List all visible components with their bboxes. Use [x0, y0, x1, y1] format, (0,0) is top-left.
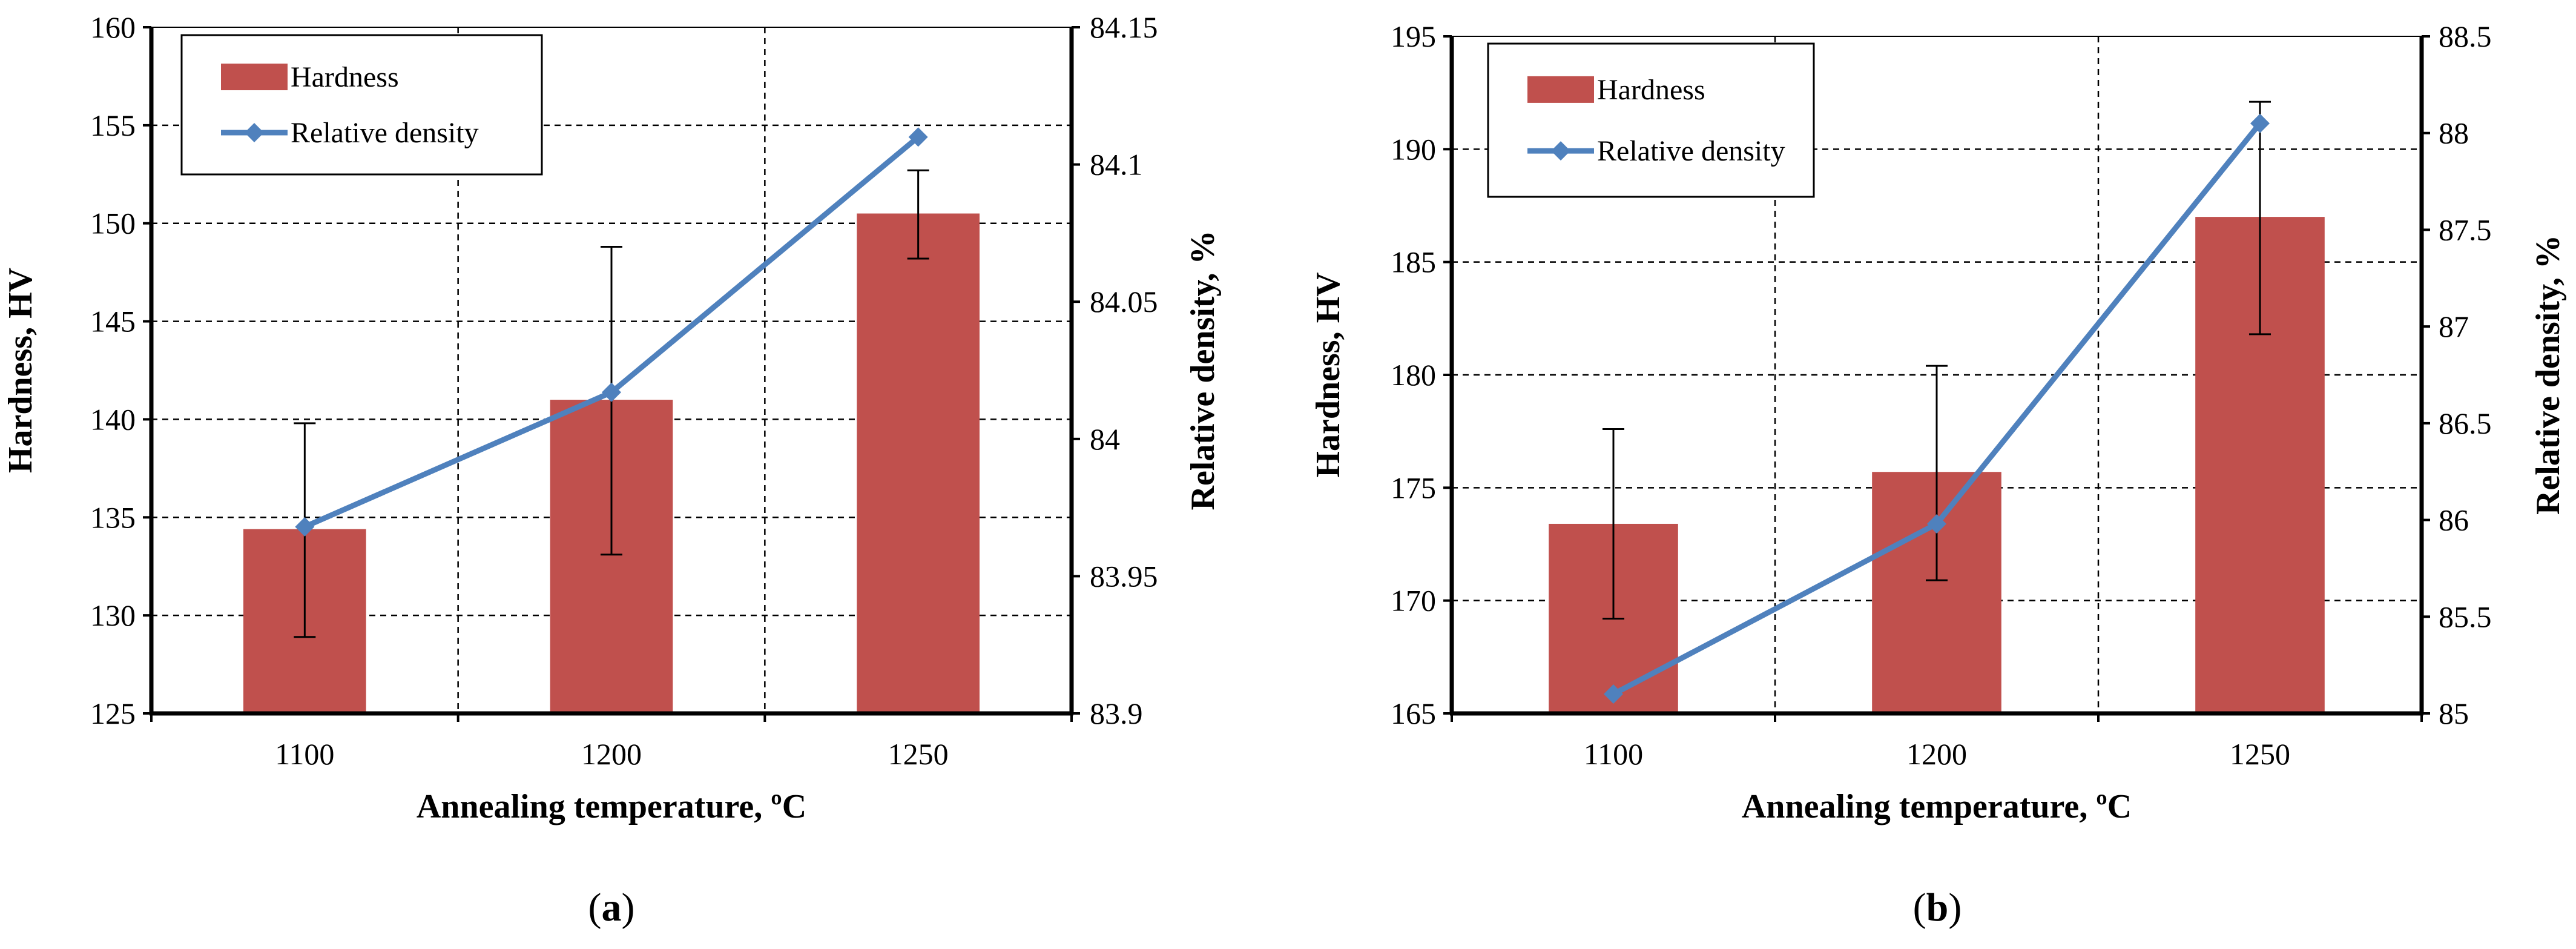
marker-density-1100 — [1604, 684, 1623, 704]
x-tick-label: 1250 — [2230, 737, 2290, 771]
x-tick-label: 1100 — [275, 737, 334, 771]
y2-tick-label: 87.5 — [2439, 213, 2492, 246]
y2-tick-label: 84.05 — [1090, 285, 1158, 319]
legend-swatch-hardness — [1527, 76, 1594, 103]
y2-tick-label: 84 — [1090, 422, 1120, 456]
y-tick-label: 185 — [1391, 245, 1436, 279]
legend-label-density: Relative density — [1597, 135, 1785, 167]
y-tick-label: 145 — [90, 305, 136, 339]
y-tick-label: 160 — [90, 10, 136, 44]
marker-density-1250 — [908, 127, 928, 147]
y-tick-label: 165 — [1391, 696, 1436, 730]
marker-density-1200 — [1927, 514, 1946, 534]
y2-tick-label: 88 — [2439, 116, 2469, 150]
x-axis-title: Annealing temperature, ºC — [417, 788, 806, 825]
y-axis-title: Hardness, HV — [1309, 272, 1347, 477]
y2-tick-label: 84.1 — [1090, 148, 1143, 182]
x-tick-label: 1200 — [581, 737, 642, 771]
y-axis-title: Hardness, HV — [2, 268, 39, 473]
marker-density-1250 — [2250, 113, 2270, 133]
y2-tick-label: 85.5 — [2439, 600, 2492, 633]
y-tick-label: 150 — [90, 207, 136, 240]
y-tick-label: 195 — [1391, 19, 1436, 53]
y-tick-label: 175 — [1391, 471, 1436, 504]
chart-b: 165 170 175 180 185 190 195 85 85.5 86 86.5 87 87.5 8… — [1309, 19, 2567, 930]
legend-swatch-hardness — [221, 64, 288, 90]
y2-tick-label: 87 — [2439, 309, 2469, 343]
legend-label-hardness: Hardness — [1597, 74, 1705, 106]
y-tick-label: 130 — [90, 598, 136, 632]
y2-tick-label: 88.5 — [2439, 19, 2492, 53]
y2-tick-label: 86.5 — [2439, 406, 2492, 440]
y2-tick-label: 83.95 — [1090, 559, 1158, 593]
y2-tick-label: 86 — [2439, 503, 2469, 537]
bar-hardness-1250 — [857, 213, 980, 713]
y-tick-label: 190 — [1391, 132, 1436, 166]
y-tick-label: 125 — [90, 696, 136, 730]
legend-marker-density — [245, 123, 264, 142]
legend-box — [180, 34, 543, 176]
x-tick-label: 1250 — [888, 737, 949, 771]
y2-tick-label: 83.9 — [1090, 696, 1143, 730]
y-tick-label: 135 — [90, 500, 136, 534]
y-tick-label: 140 — [90, 402, 136, 436]
x-tick-label: 1100 — [1584, 737, 1643, 771]
y-tick-label: 155 — [90, 108, 136, 142]
chart-a: 125 130 135 140 145 150 155 160 83.9 83.95 84 84.05… — [2, 10, 1222, 930]
y2-axis-title: Relative density, % — [2529, 235, 2567, 515]
marker-density-1100 — [295, 517, 315, 537]
subfigure-caption: (b) — [1913, 885, 1962, 930]
legend-box — [1487, 42, 1815, 198]
x-tick-label: 1200 — [1906, 737, 1967, 771]
y2-axis-title: Relative density, % — [1184, 231, 1222, 511]
x-axis-title: Annealing temperature, ºC — [1742, 788, 2132, 825]
y2-tick-label: 84.15 — [1090, 10, 1158, 44]
y-tick-label: 170 — [1391, 584, 1436, 618]
subfigure-caption: (a) — [588, 885, 635, 930]
y-tick-label: 180 — [1391, 358, 1436, 392]
marker-density-1200 — [602, 382, 621, 402]
legend-label-density: Relative density — [291, 117, 479, 149]
legend-marker-density — [1551, 141, 1570, 161]
y2-tick-label: 85 — [2439, 696, 2469, 730]
legend-label-hardness: Hardness — [291, 61, 399, 93]
